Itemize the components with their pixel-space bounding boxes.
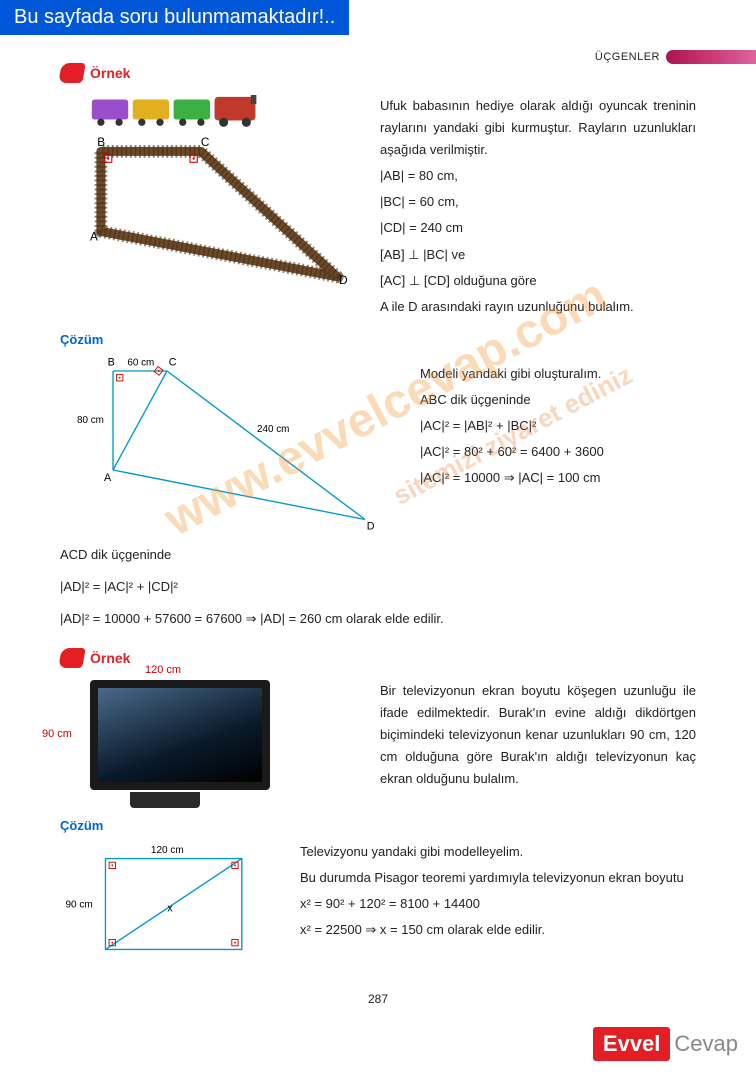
solution2-label: Çözüm [60,818,696,833]
tv-stand [130,792,200,808]
train-diagram: B C A D [60,95,360,295]
solution2-row: 120 cm 90 cm x Televizyonu yandaki gibi … [60,839,696,972]
example1-text: Ufuk babasının hediye olarak aldığı oyun… [380,95,696,322]
svg-text:60 cm: 60 cm [127,357,154,368]
svg-text:D: D [339,273,348,287]
ex1-problem: Ufuk babasının hediye olarak aldığı oyun… [380,95,696,161]
solution2-text: Televizyonu yandaki gibi modelleyelim. B… [300,839,696,972]
example-tag: Örnek [60,63,696,83]
solution-label: Çözüm [60,332,696,347]
svg-text:C: C [201,135,210,149]
example1-row: B C A D Ufuk babasının hediye olarak ald… [60,95,696,322]
sol1-p4: |AC|² = 80² + 60² = 6400 + 3600 [420,439,696,465]
solution1-row: B C A D 60 cm 80 cm 240 cm Modeli yandak… [60,353,696,536]
svg-text:240 cm: 240 cm [257,424,289,435]
svg-text:B: B [108,356,115,368]
sol1-p6: ACD dik üçgeninde [60,542,696,568]
chapter-bar [666,50,756,64]
page-content: Örnek [0,35,756,1006]
triangle-diagram: B C A D 60 cm 80 cm 240 cm [60,353,400,533]
sol2-p2: Bu durumda Pisagor teoremi yardımıyla te… [300,865,696,891]
tv-width-label: 120 cm [145,664,181,676]
svg-text:A: A [104,472,112,484]
ex1-m5: [AC] ⊥ [CD] olduğuna göre [380,270,696,292]
sol1-p1: Modeli yandaki gibi oluşturalım. [420,361,696,387]
sol2-p3: x² = 90² + 120² = 8100 + 14400 [300,891,696,917]
example-label: Örnek [90,65,130,81]
example2-row: 120 cm 90 cm Bir televizyonun ekran boyu… [60,680,696,808]
ex1-m1: |AB| = 80 cm, [380,165,696,187]
logo-text: Cevap [674,1031,738,1057]
tv-screen [90,680,270,790]
svg-text:D: D [367,520,375,532]
logo-box: Evvel [593,1027,671,1061]
chapter-header: ÜÇGENLER [595,50,756,64]
svg-text:90 cm: 90 cm [65,899,92,910]
svg-text:x: x [167,902,173,914]
svg-text:80 cm: 80 cm [77,415,104,426]
tv-figure: 120 cm 90 cm [60,680,360,808]
page-number: 287 [60,992,696,1006]
ex1-m2: |BC| = 60 cm, [380,191,696,213]
example1-figure: B C A D [60,95,360,322]
sol1-p7: |AD|² = |AC|² + |CD|² [60,574,696,600]
chapter-title: ÜÇGENLER [595,51,660,63]
example-icon [58,648,86,668]
ex2-problem: Bir televizyonun ekran boyutu köşegen uz… [380,680,696,790]
solution1-cont: ACD dik üçgeninde |AD|² = |AC|² + |CD|² … [60,542,696,632]
solution2-figure: 120 cm 90 cm x [60,839,280,972]
page-banner: Bu sayfada soru bulunmamaktadır!.. [0,0,349,35]
svg-text:C: C [169,356,177,368]
example-icon [58,63,86,83]
brand-logo: Evvel Cevap [593,1027,738,1061]
solution1-text: Modeli yandaki gibi oluşturalım. ABC dik… [420,353,696,536]
ex1-m3: |CD| = 240 cm [380,217,696,239]
svg-text:A: A [90,229,98,243]
sol2-p1: Televizyonu yandaki gibi modelleyelim. [300,839,696,865]
rectangle-diagram: 120 cm 90 cm x [60,839,260,969]
sol1-p5: |AC|² = 10000 ⇒ |AC| = 100 cm [420,465,696,491]
solution1-figure: B C A D 60 cm 80 cm 240 cm [60,353,400,536]
ex1-m6: A ile D arasındaki rayın uzunluğunu bula… [380,296,696,318]
sol1-p8: |AD|² = 10000 + 57600 = 67600 ⇒ |AD| = 2… [60,606,696,632]
svg-text:120 cm: 120 cm [151,845,184,856]
sol1-p3: |AC|² = |AB|² + |BC|² [420,413,696,439]
sol2-p4: x² = 22500 ⇒ x = 150 cm olarak elde edil… [300,917,696,943]
example2-text: Bir televizyonun ekran boyutu köşegen uz… [380,680,696,808]
tv-height-label: 90 cm [42,728,72,740]
ex1-m4: [AB] ⊥ |BC| ve [380,244,696,266]
sol1-p2: ABC dik üçgeninde [420,387,696,413]
example-label: Örnek [90,650,130,666]
svg-text:B: B [97,135,105,149]
